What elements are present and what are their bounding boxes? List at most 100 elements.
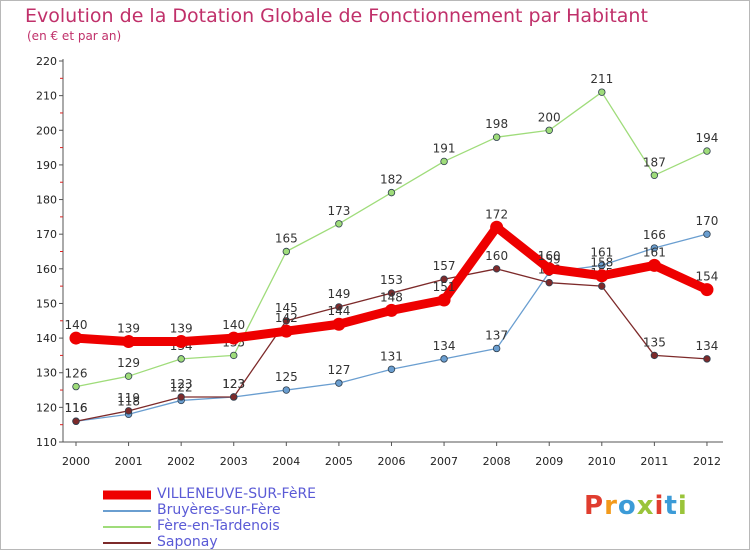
data-point (174, 335, 188, 349)
data-label: 172 (485, 207, 508, 221)
data-label: 170 (696, 214, 719, 228)
legend-label: Fère-en-Tardenois (157, 518, 280, 534)
data-point (124, 407, 133, 415)
data-label: 198 (485, 117, 508, 131)
data-label: 194 (696, 131, 719, 145)
data-point (440, 275, 448, 283)
y-tick-label: 190 (36, 159, 57, 172)
data-point (279, 324, 293, 338)
data-label: 123 (170, 377, 193, 391)
data-label: 166 (643, 228, 666, 242)
x-tick-label: 2001 (115, 455, 143, 468)
data-point (490, 220, 504, 234)
data-point (177, 393, 185, 401)
legend-label: Saponay (157, 534, 218, 550)
data-label: 140 (222, 318, 245, 332)
data-point (230, 393, 238, 401)
x-tick-label: 2012 (693, 455, 721, 468)
brand-logo: Proxiti (584, 491, 688, 521)
data-label: 160 (485, 249, 508, 263)
data-point (598, 282, 606, 290)
data-point (282, 317, 291, 325)
data-point (72, 382, 80, 391)
data-point (650, 244, 659, 252)
data-point (177, 355, 185, 363)
brand-letter: P (584, 491, 605, 521)
data-point (598, 261, 606, 270)
y-tick-label: 130 (36, 367, 57, 380)
data-label: 116 (65, 401, 88, 415)
x-tick-label: 2004 (272, 455, 300, 468)
data-label: 126 (65, 367, 88, 381)
data-point (650, 351, 659, 360)
data-point (440, 157, 448, 166)
data-label: 151 (433, 280, 456, 294)
x-tick-label: 2000 (62, 455, 90, 468)
data-label: 182 (380, 173, 403, 187)
x-tick-label: 2010 (588, 455, 616, 468)
y-tick-label: 200 (36, 124, 57, 137)
data-point (387, 289, 396, 297)
y-tick-label: 150 (36, 297, 57, 310)
x-tick-label: 2008 (483, 455, 511, 468)
data-point (72, 417, 80, 425)
data-point (387, 188, 396, 197)
x-tick-label: 2009 (535, 455, 563, 468)
data-label: 144 (327, 304, 350, 318)
data-label: 125 (275, 370, 298, 384)
brand-letter: x (636, 491, 655, 521)
data-point (492, 265, 501, 273)
data-label: 122 (170, 380, 193, 394)
data-point (227, 331, 241, 345)
data-point (542, 262, 556, 276)
brand-letter: o (617, 491, 637, 521)
data-point (492, 344, 501, 353)
data-point (598, 88, 606, 96)
data-label: 161 (643, 245, 666, 259)
data-point (703, 230, 711, 238)
legend-swatch (103, 490, 151, 500)
x-tick-label: 2007 (430, 455, 458, 468)
legend-swatch (103, 542, 151, 544)
chart-title: Evolution de la Dotation Globale de Fonc… (25, 5, 648, 27)
data-point (545, 126, 553, 134)
data-label: 154 (696, 270, 719, 284)
data-point (437, 293, 451, 307)
data-label: 134 (433, 339, 456, 353)
data-point (703, 147, 711, 155)
brand-letter: i (677, 491, 688, 521)
data-label: 142 (275, 311, 298, 325)
data-label: 139 (117, 322, 140, 336)
x-tick-label: 2006 (377, 455, 405, 468)
data-point (384, 303, 398, 317)
data-label: 118 (117, 394, 140, 408)
data-point (647, 258, 661, 272)
data-point (335, 379, 343, 387)
data-label: 119 (117, 391, 140, 405)
legend-label: Bruyères-sur-Fère (157, 502, 281, 518)
data-label: 137 (485, 328, 508, 342)
data-label: 140 (65, 318, 88, 332)
data-label: 165 (275, 232, 298, 246)
data-point (700, 283, 714, 297)
data-point (122, 335, 136, 349)
y-tick-label: 110 (36, 436, 57, 449)
brand-letter: t (664, 491, 678, 521)
x-tick-label: 2005 (325, 455, 353, 468)
data-label: 127 (327, 363, 350, 377)
y-tick-label: 160 (36, 263, 57, 276)
y-tick-label: 120 (36, 401, 57, 414)
data-point (230, 351, 238, 360)
data-point (335, 220, 343, 228)
data-label: 191 (433, 141, 456, 155)
y-tick-label: 140 (36, 332, 57, 345)
data-label: 129 (117, 356, 140, 370)
data-label: 200 (538, 110, 561, 124)
data-label: 158 (590, 256, 613, 270)
data-point (332, 317, 346, 331)
data-label: 123 (222, 377, 245, 391)
data-label: 116 (65, 401, 88, 415)
x-tick-label: 2002 (167, 455, 195, 468)
